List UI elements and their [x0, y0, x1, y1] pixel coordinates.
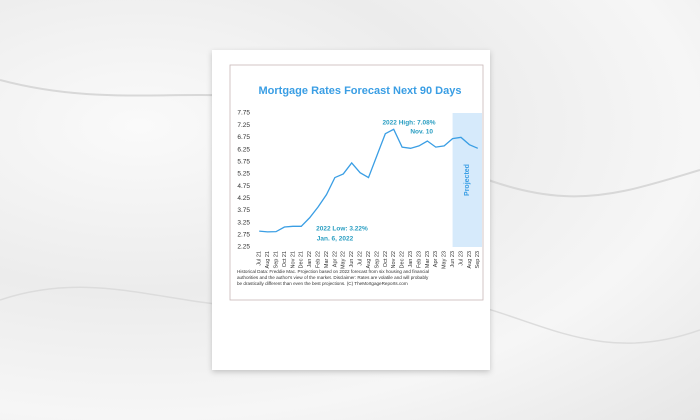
- footnote: Historical Data: Freddie Mac. Projection…: [237, 269, 429, 274]
- x-tick-label: Nov 21: [290, 251, 296, 268]
- y-tick-label: 3.75: [237, 207, 250, 214]
- y-tick-label: 3.25: [237, 219, 250, 226]
- x-tick-label: Feb 23: [416, 251, 422, 268]
- annotation: Jan. 6, 2022: [317, 236, 354, 243]
- y-tick-label: 5.75: [237, 158, 250, 165]
- y-tick-label: 6.25: [237, 146, 250, 153]
- rate-line: [259, 128, 479, 233]
- x-tick-label: Sep 23: [475, 251, 481, 268]
- y-tick-label: 2.75: [237, 232, 250, 239]
- annotation: 2022 High: 7.08%: [382, 120, 435, 127]
- x-tick-label: Aug 22: [366, 251, 372, 268]
- projected-region: [452, 113, 482, 247]
- x-tick-label: Dec 21: [299, 251, 305, 268]
- x-tick-label: Oct 22: [383, 251, 389, 267]
- x-tick-label: May 23: [442, 251, 448, 269]
- y-tick-label: 7.75: [237, 110, 250, 117]
- y-tick-label: 4.25: [237, 195, 250, 202]
- footnote: be drastically different than even the b…: [237, 281, 408, 286]
- chart-frame: [229, 64, 484, 301]
- x-tick-label: Mar 22: [324, 251, 330, 268]
- y-tick-label: 6.75: [237, 134, 250, 141]
- x-tick-label: Jul 23: [458, 251, 464, 266]
- x-tick-label: Jun 22: [349, 251, 355, 268]
- x-tick-label: Aug 23: [467, 251, 473, 268]
- x-tick-label: Aug 21: [265, 251, 271, 268]
- x-tick-label: Apr 23: [433, 251, 439, 267]
- x-tick-label: May 22: [341, 251, 347, 269]
- x-tick-label: Nov 22: [391, 251, 397, 268]
- footnote: authorities and the author's view of the…: [237, 275, 429, 280]
- x-tick-label: Jul 22: [358, 251, 364, 266]
- x-tick-label: Jan 22: [307, 251, 313, 268]
- x-tick-label: Mar 23: [425, 251, 431, 268]
- x-tick-label: Apr 22: [332, 251, 338, 267]
- x-tick-label: Sep 21: [273, 251, 279, 268]
- y-tick-label: 2.25: [237, 244, 250, 251]
- x-tick-label: Jun 23: [450, 251, 456, 268]
- annotation: Nov. 10: [410, 129, 433, 136]
- y-tick-label: 5.25: [237, 171, 250, 178]
- x-tick-label: Sep 22: [374, 251, 380, 268]
- x-tick-label: Feb 22: [316, 251, 322, 268]
- annotation: 2022 Low: 3.22%: [316, 226, 368, 233]
- y-tick-label: 7.25: [237, 122, 250, 129]
- projected-label: Projected: [464, 164, 471, 196]
- y-tick-label: 4.75: [237, 183, 250, 190]
- x-tick-label: Jan 23: [408, 251, 414, 268]
- chart-title: Mortgage Rates Forecast Next 90 Days: [259, 85, 462, 97]
- x-tick-label: Oct 21: [282, 251, 288, 267]
- x-tick-label: Dec 22: [400, 251, 406, 268]
- x-tick-label: Jul 21: [257, 251, 263, 266]
